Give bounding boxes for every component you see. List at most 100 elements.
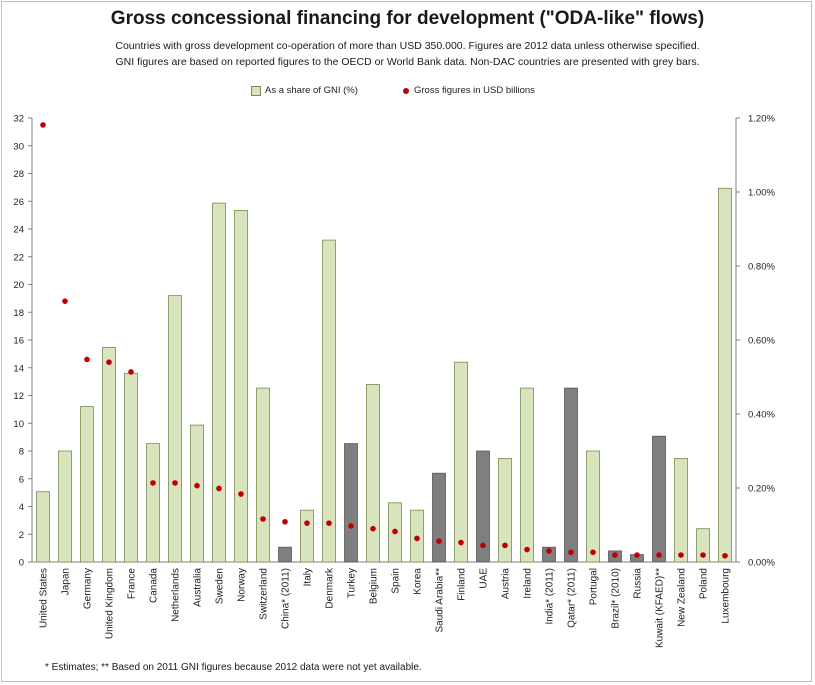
bar-share-of-gni [542, 546, 556, 563]
x-category-label: New Zealand [677, 568, 688, 627]
bar-share-of-gni [344, 443, 358, 563]
dot-gross-usd [106, 359, 112, 366]
x-category-label: Finland [457, 568, 468, 601]
left-y-tick-label: 2 [19, 530, 24, 541]
bar-share-of-gni [476, 450, 490, 563]
x-category-label: Sweden [215, 568, 226, 604]
dot-gross-usd [172, 480, 178, 486]
bar-share-of-gni [190, 424, 204, 563]
left-y-tick-label: 22 [13, 252, 24, 263]
bar-share-of-gni [212, 202, 226, 563]
bar-share-of-gni [696, 528, 710, 563]
dot-gross-usd [656, 552, 662, 558]
dot-gross-usd [612, 552, 618, 558]
dot-gross-usd [238, 491, 244, 497]
bar-share-of-gni [124, 372, 138, 563]
dot-gross-usd [194, 482, 200, 489]
dot-gross-usd [722, 552, 728, 559]
dot-gross-usd [150, 480, 156, 486]
dot-gross-usd [128, 369, 134, 375]
bar-share-of-gni [278, 546, 292, 563]
x-category-label: Kuwait (KFAED)** [655, 568, 666, 648]
chart-subtitle-line-2: GNI figures are based on reported figure… [115, 56, 700, 68]
x-category-label: Denmark [325, 567, 336, 609]
bar-share-of-gni [256, 387, 270, 563]
chart-subtitle-line-1: Countries with gross development co-oper… [115, 40, 700, 52]
x-category-label: Italy [303, 568, 314, 586]
left-y-tick-label: 0 [19, 558, 24, 569]
x-category-label: Qatar* (2011) [567, 568, 578, 628]
left-y-tick-label: 8 [19, 447, 24, 458]
left-y-tick-label: 26 [13, 197, 24, 208]
right-y-tick-label: 0.40% [748, 410, 775, 421]
legend-item-gross-figures: Gross figures in USD billions [403, 85, 535, 96]
x-category-label: India* (2011) [545, 568, 556, 625]
left-y-tick-label: 24 [13, 225, 24, 236]
bar-share-of-gni [102, 346, 116, 563]
dot-gross-usd [678, 552, 684, 558]
x-category-label: Australia [193, 568, 204, 607]
left-y-tick-label: 4 [19, 502, 24, 513]
dot-gross-usd [590, 549, 596, 556]
bar-share-of-gni [300, 509, 314, 563]
bar-share-of-gni [234, 210, 248, 563]
x-category-label: Luxembourg [721, 568, 732, 624]
bar-share-of-gni [652, 435, 666, 563]
bar-share-of-gni [564, 387, 578, 563]
x-category-label: Portugal [589, 568, 600, 605]
dot-gross-usd [370, 525, 376, 532]
bar-share-of-gni [80, 406, 94, 563]
x-category-label: Korea [413, 568, 424, 595]
x-category-label: Poland [699, 568, 710, 599]
x-category-label: Russia [633, 568, 644, 599]
bar-share-of-gni [674, 457, 688, 563]
dot-gross-usd [524, 546, 530, 553]
legend-swatch-bar [251, 85, 261, 96]
dot-gross-usd [348, 523, 354, 529]
x-category-label: United States [39, 568, 50, 628]
left-y-tick-label: 32 [13, 114, 24, 125]
x-category-label: Turkey [347, 568, 358, 598]
x-category-label: Brazil* (2010) [611, 568, 622, 629]
dot-gross-usd [568, 549, 574, 556]
x-category-label: Switzerland [259, 568, 270, 620]
left-y-tick-label: 12 [13, 391, 24, 402]
x-category-label: Netherlands [171, 568, 182, 622]
dot-gross-usd [304, 520, 310, 526]
dot-gross-usd [326, 520, 332, 526]
x-category-label: Saudi Arabia** [435, 568, 446, 633]
left-y-tick-label: 30 [13, 141, 24, 152]
chart-footnote: * Estimates; ** Based on 2011 GNI figure… [45, 662, 422, 673]
x-category-label: Norway [237, 568, 248, 602]
dot-gross-usd [480, 542, 486, 549]
dot-gross-usd [502, 542, 508, 549]
bar-share-of-gni [36, 491, 50, 563]
right-y-tick-label: 1.00% [748, 188, 775, 199]
x-category-label: Ireland [523, 568, 534, 599]
legend-item-share-of-gni: As a share of GNI (%) [251, 85, 358, 96]
right-y-tick-label: 0.60% [748, 336, 775, 347]
dot-gross-usd [62, 298, 68, 304]
bar-share-of-gni [58, 450, 72, 563]
x-category-label: France [127, 568, 138, 600]
dot-gross-usd [546, 548, 552, 554]
right-y-tick-label: 0.20% [748, 484, 775, 495]
x-category-label: Spain [391, 568, 402, 594]
dot-gross-usd [216, 485, 222, 492]
bar-share-of-gni [520, 387, 534, 563]
bar-share-of-gni [454, 361, 468, 563]
x-category-label: Japan [61, 568, 72, 595]
bar-share-of-gni [366, 383, 380, 563]
x-category-label: China* (2011) [281, 568, 292, 629]
left-y-tick-label: 20 [13, 280, 24, 291]
right-y-tick-label: 0.80% [748, 262, 775, 273]
x-category-label: Austria [501, 568, 512, 600]
dot-gross-usd [260, 516, 266, 522]
bar-share-of-gni [498, 457, 512, 563]
right-y-tick-label: 0.00% [748, 558, 775, 569]
left-y-tick-label: 18 [13, 308, 24, 319]
bar-share-of-gni [718, 187, 732, 563]
left-y-tick-label: 10 [13, 419, 24, 430]
